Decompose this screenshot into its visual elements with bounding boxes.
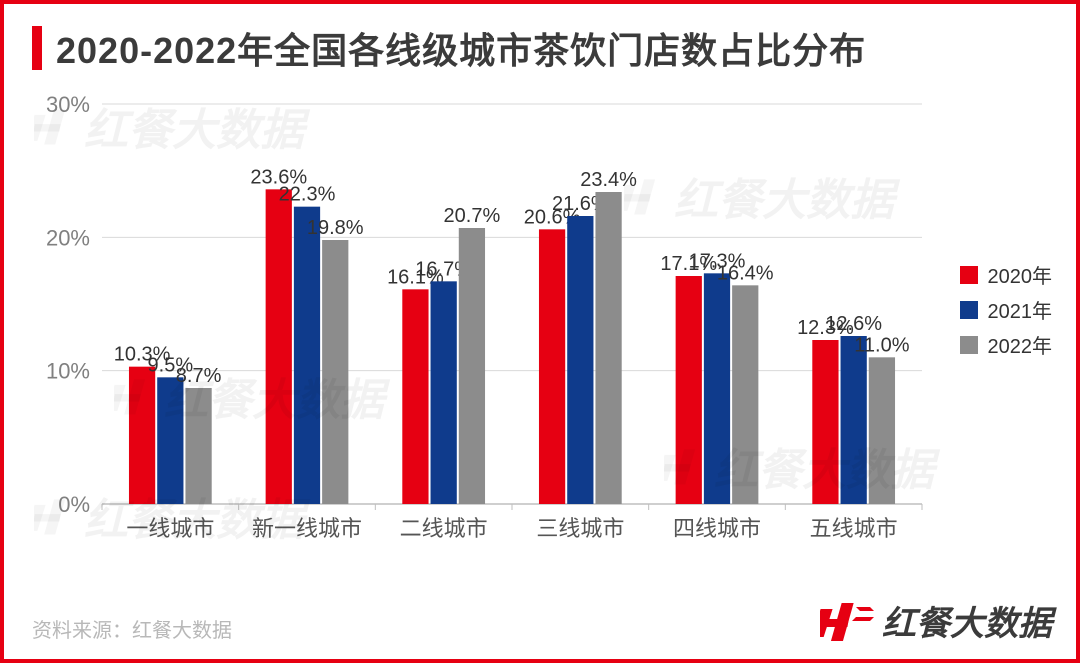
bar [266,189,292,504]
legend-item: 2022年 [960,330,1053,359]
legend-swatch [960,266,978,284]
svg-text:新一线城市: 新一线城市 [252,516,362,541]
brand-logo-block: 红餐大数据 [820,596,1052,645]
svg-text:19.8%: 19.8% [307,217,364,239]
bar [595,192,621,504]
legend-item: 2020年 [960,260,1053,289]
chart-title: 2020-2022年全国各线级城市茶饮门店数占比分布 [56,22,866,74]
bar [812,340,838,504]
bar [704,273,730,504]
bar [841,336,867,504]
chart-area: 0%10%20%30%一线城市10.3%9.5%8.7%新一线城市23.6%22… [32,84,932,559]
bar [294,207,320,504]
bar [185,388,211,504]
svg-text:30%: 30% [46,92,90,117]
svg-text:四线城市: 四线城市 [673,516,761,541]
svg-text:16.4%: 16.4% [717,262,774,284]
bar [676,276,702,504]
legend-swatch [960,336,978,354]
bar [157,377,183,504]
bar [459,228,485,504]
svg-text:三线城市: 三线城市 [536,516,624,541]
bar [567,216,593,504]
legend-item: 2021年 [960,295,1053,324]
legend: 2020年 2021年 2022年 [960,254,1053,365]
bar [732,285,758,504]
title-row: 2020-2022年全国各线级城市茶饮门店数占比分布 [4,4,1076,80]
svg-text:二线城市: 二线城市 [400,516,488,541]
legend-label: 2021年 [988,295,1053,324]
bar [539,229,565,504]
legend-swatch [960,301,978,319]
brand-h-icon [820,601,874,641]
svg-text:0%: 0% [58,492,90,517]
bar [402,289,428,504]
title-accent-bar [32,26,42,70]
svg-text:一线城市: 一线城市 [126,516,214,541]
svg-text:11.0%: 11.0% [854,334,909,356]
bar [322,240,348,504]
svg-text:8.7%: 8.7% [176,365,222,387]
bar [129,367,155,504]
svg-text:23.4%: 23.4% [580,169,637,191]
svg-text:10%: 10% [46,359,90,384]
legend-label: 2020年 [988,260,1053,289]
bar [869,357,895,504]
legend-label: 2022年 [988,330,1053,359]
svg-text:12.6%: 12.6% [825,313,882,335]
svg-text:五线城市: 五线城市 [810,516,898,541]
brand-text: 红餐大数据 [882,596,1052,645]
svg-text:20.7%: 20.7% [444,205,501,227]
chart-frame: 2020-2022年全国各线级城市茶饮门店数占比分布 0% 10% 20% 30% 一线… [0,0,1080,663]
bar [431,281,457,504]
bar-chart-svg: 0%10%20%30%一线城市10.3%9.5%8.7%新一线城市23.6%22… [32,84,932,559]
svg-text:22.3%: 22.3% [279,184,336,206]
svg-text:20%: 20% [46,225,90,250]
source-label: 资料来源：红餐大数据 [32,614,232,643]
